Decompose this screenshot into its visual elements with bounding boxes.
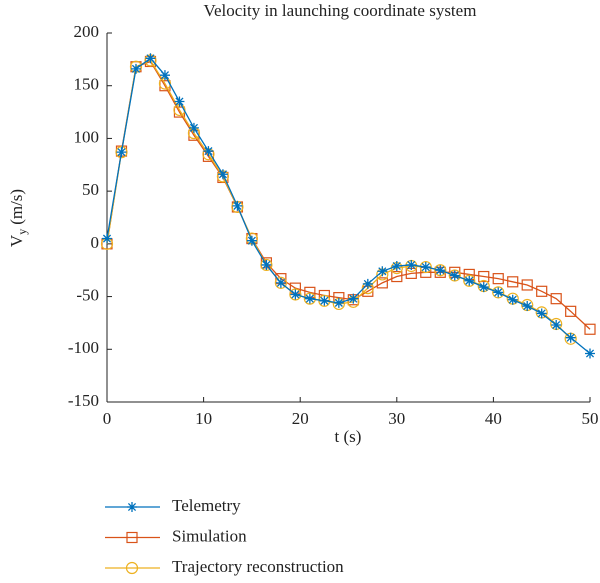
marker-star [130,63,141,74]
marker-square [507,276,519,288]
marker-circle [448,269,461,282]
marker-star [203,146,214,157]
marker-star [102,233,112,244]
y-tick-label: 0 [91,233,100,252]
y-tick-label: 200 [74,22,100,41]
marker-square [126,531,138,544]
y-tick-label: -50 [76,285,99,304]
marker-star [275,277,286,288]
marker-star [246,235,257,246]
x-tick-label: 0 [103,409,112,428]
marker-star [565,332,576,343]
marker-star [478,282,489,293]
marker-circle [303,292,316,305]
y-axis-label: Vy (m/s) [7,189,29,247]
marker-star [261,259,272,270]
marker-star [493,287,504,298]
marker-star [127,502,137,512]
y-label-subscript: y [15,229,29,235]
y-label-symbol: V [7,234,26,247]
chart-title: Velocity in launching coordinate system [204,1,477,20]
marker-star [536,308,547,319]
marker-circle [115,146,128,159]
marker-star [585,348,595,359]
marker-star [116,147,127,158]
marker-circle [260,258,273,272]
marker-star [522,301,533,312]
marker-circle [125,561,139,575]
marker-circle [463,274,476,287]
marker-square [521,279,533,291]
series-line [106,57,591,355]
marker-circle [434,264,447,277]
y-tick-label: -150 [68,391,99,410]
y-tick-label: 150 [74,75,100,94]
marker-star [377,266,388,277]
marker-square [550,293,562,305]
marker-star [551,320,562,331]
y-label-unit: (m/s) [7,189,26,225]
marker-circle [318,294,331,307]
marker-star [232,200,243,211]
marker-star [304,293,315,304]
marker-star [449,270,460,281]
marker-square [565,305,577,317]
marker-circle [492,286,505,299]
marker-star [145,53,156,64]
legend-label: Telemetry [172,496,241,515]
series-line [106,60,591,330]
marker-square [478,270,490,283]
marker-star [333,297,344,308]
marker-star [406,259,417,270]
x-axis-label: t (s) [335,427,362,446]
marker-star [362,278,373,289]
marker-star [348,293,359,304]
marker-star [420,262,431,273]
marker-square [492,273,504,285]
marker-star [464,275,475,286]
marker-circle [419,260,432,274]
x-tick-label: 30 [388,409,405,428]
y-tick-label: -100 [68,338,99,357]
marker-star [391,260,402,271]
x-tick-label: 10 [195,409,212,428]
y-tick-label: 100 [74,127,100,146]
legend-label: Trajectory reconstruction [172,557,344,576]
marker-circle [274,276,287,289]
marker-square [536,285,548,297]
marker-star [319,295,330,306]
marker-circle [289,288,302,301]
marker-square [391,270,403,283]
marker-star [507,294,518,305]
marker-star [290,289,301,300]
marker-star [188,122,199,133]
x-tick-label: 20 [292,409,309,428]
marker-star [159,70,170,81]
legend-label: Simulation [172,526,247,545]
marker-star [174,96,185,107]
y-tick-label: 50 [82,180,99,199]
x-tick-label: 40 [485,409,502,428]
marker-star [217,169,228,180]
x-tick-label: 50 [582,409,599,428]
marker-star [435,265,446,276]
marker-square [584,323,596,335]
marker-square [376,277,388,289]
